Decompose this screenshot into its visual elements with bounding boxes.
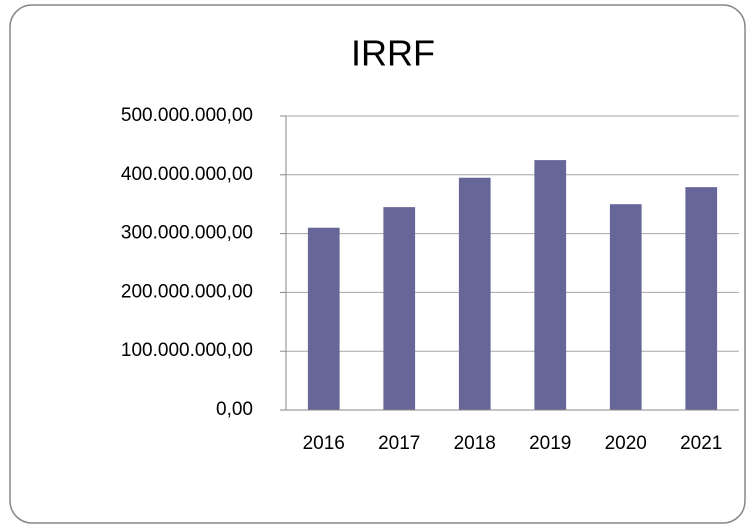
x-tick-label: 2019	[529, 433, 571, 454]
bar	[534, 160, 567, 410]
y-tick-label: 500.000.000,00	[121, 105, 253, 126]
x-tick-label: 2020	[605, 433, 647, 454]
bar	[307, 227, 340, 410]
y-tick-label: 0,00	[216, 399, 253, 420]
x-tick-label: 2017	[378, 433, 420, 454]
bar	[685, 187, 718, 410]
chart-title: IRRF	[351, 33, 435, 74]
bar	[458, 177, 491, 410]
x-tick-label: 2016	[303, 433, 345, 454]
x-tick-label: 2021	[680, 433, 722, 454]
y-tick-label: 300.000.000,00	[121, 223, 253, 244]
y-tick-label: 400.000.000,00	[121, 164, 253, 185]
bar	[609, 204, 642, 410]
y-tick-label: 200.000.000,00	[121, 281, 253, 302]
x-tick-label: 2018	[454, 433, 496, 454]
bar	[383, 207, 416, 410]
y-tick-label: 100.000.000,00	[121, 340, 253, 361]
